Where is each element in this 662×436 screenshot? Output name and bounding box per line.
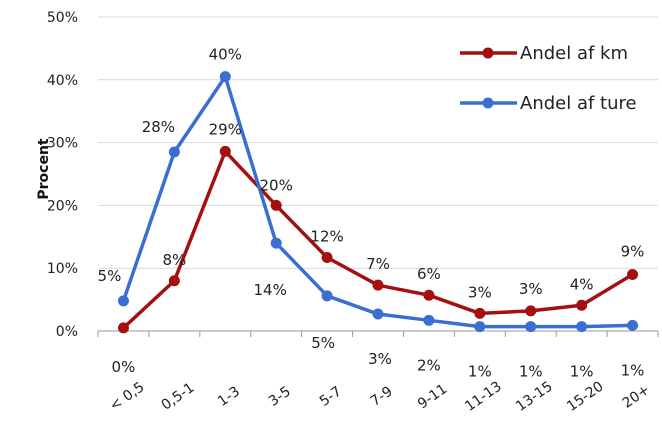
data-label-km: 4% — [570, 275, 594, 293]
point-km — [576, 299, 588, 311]
data-label-km: 12% — [310, 228, 343, 246]
data-label-km: 3% — [468, 283, 492, 301]
x-tick-label: 5-7 — [317, 384, 345, 410]
data-label-ture: 5% — [311, 334, 335, 352]
data-label-km: 0% — [112, 358, 136, 376]
point-km — [474, 307, 486, 319]
y-axis-ticks: 0% 10% 20% 30% 40% 50% — [47, 10, 78, 340]
data-label-ture: 1% — [468, 363, 492, 381]
legend-swatch-marker — [482, 47, 494, 59]
point-km — [423, 289, 435, 301]
point-ture — [627, 319, 639, 331]
legend: Andel af km Andel af ture — [460, 43, 637, 114]
point-km — [525, 305, 537, 317]
data-label-km: 20% — [260, 176, 293, 194]
data-label-ture: 28% — [142, 118, 175, 136]
y-tick-label: 20% — [47, 198, 78, 214]
data-label-km: 9% — [621, 242, 645, 260]
data-label-km: 6% — [417, 265, 441, 283]
point-km — [372, 279, 384, 291]
x-tick-label: 0,5-1 — [159, 380, 198, 414]
point-ture — [372, 308, 384, 320]
data-label-km: 7% — [366, 255, 390, 273]
x-tick-label: 7-9 — [368, 384, 396, 410]
x-tick-label: 9-11 — [415, 381, 450, 412]
data-label-km: 3% — [519, 280, 543, 298]
x-tick-label: 1-3 — [215, 384, 243, 410]
x-tick-label: < 0,5 — [107, 379, 148, 414]
y-tick-label: 10% — [47, 261, 78, 277]
y-axis-title: Procent — [36, 138, 52, 200]
x-tick-label: 20+ — [620, 382, 653, 412]
point-km — [219, 145, 231, 157]
point-km — [117, 322, 129, 334]
data-label-ture: 2% — [417, 356, 441, 374]
gridlines — [97, 16, 659, 337]
point-ture — [321, 290, 333, 302]
series-group — [117, 71, 639, 334]
point-ture — [219, 71, 231, 83]
data-label-ture: 3% — [368, 350, 392, 368]
data-label-ture: 1% — [621, 361, 645, 379]
y-tick-label: 0% — [56, 324, 78, 340]
point-km — [627, 268, 639, 280]
point-ture — [525, 321, 537, 333]
data-labels: 0% 8% 29% 20% 12% 7% 6% 3% 3% 4% 9% 5% 28% 40% 14% 5% 3%… — [98, 46, 645, 381]
data-label-ture: 5% — [98, 267, 122, 285]
data-label-ture: 1% — [519, 363, 543, 381]
point-km — [168, 275, 180, 287]
x-tick-label: 3-5 — [266, 384, 294, 410]
data-label-ture: 14% — [254, 281, 287, 299]
legend-label: Andel af km — [520, 43, 628, 64]
legend-label: Andel af ture — [520, 93, 637, 114]
point-km — [321, 252, 333, 264]
data-label-ture: 1% — [570, 363, 594, 381]
data-label-km: 29% — [209, 120, 242, 138]
point-ture — [474, 321, 486, 333]
y-tick-label: 50% — [47, 10, 78, 26]
series-line-km — [122, 149, 634, 330]
y-tick-label: 30% — [47, 136, 78, 152]
point-ture — [576, 321, 588, 333]
point-km — [270, 199, 282, 211]
x-axis-ticks: < 0,5 0,5-1 1-3 3-5 5-7 7-9 9-11 11-13 13-15 15-2… — [107, 379, 653, 415]
data-label-ture: 40% — [209, 46, 242, 64]
point-ture — [423, 314, 435, 326]
x-tick-label: 11-13 — [462, 379, 505, 415]
point-ture — [168, 146, 180, 158]
legend-swatch-marker — [482, 97, 494, 109]
point-ture — [117, 295, 129, 307]
data-label-km: 8% — [162, 251, 186, 269]
y-tick-label: 40% — [47, 73, 78, 89]
x-tick-label: 15-20 — [564, 379, 607, 415]
point-ture — [270, 237, 282, 249]
x-tick-label: 13-15 — [513, 379, 556, 415]
